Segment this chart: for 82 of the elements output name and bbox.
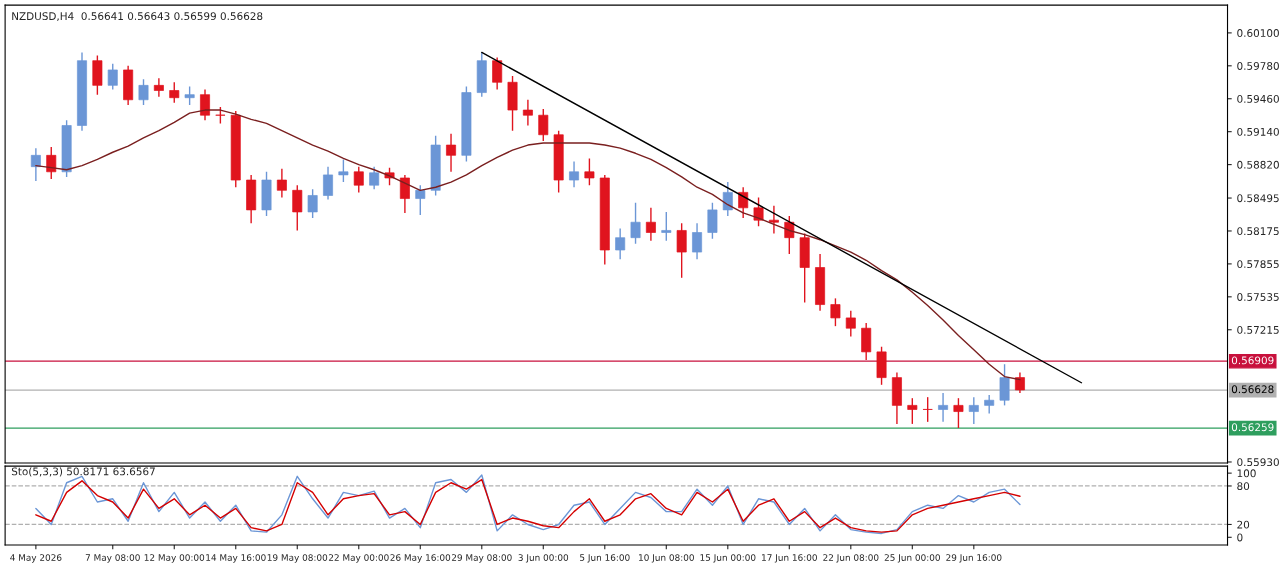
- candlestick: [307, 188, 318, 219]
- candlestick: [784, 215, 795, 255]
- x-tick-label: 22 May 00:00: [328, 554, 389, 563]
- candlestick: [153, 77, 164, 98]
- x-tick-label: 3 Jun 00:00: [518, 554, 569, 563]
- y-tick-label: 0.58175: [1237, 227, 1279, 236]
- text: NZDUSD,H4 0.56641 0.56643 0.56599 0.56628: [12, 12, 263, 22]
- x-tick-label: 12 May 00:00: [144, 554, 205, 563]
- candlestick: [107, 63, 118, 91]
- candlestick: [276, 168, 287, 199]
- chart-title: Sto(5,3,3) 50.8171 63.6567: [11, 467, 155, 477]
- y-tick-label: 80: [1237, 482, 1250, 491]
- ref-line-label: 0.56909: [1231, 356, 1274, 365]
- candlestick: [938, 392, 949, 423]
- candlestick: [753, 196, 764, 228]
- ref-line-label: 0.56259: [1231, 423, 1274, 432]
- candlestick: [645, 207, 656, 242]
- candlestick: [907, 397, 918, 425]
- candlestick: [861, 322, 872, 361]
- x-tick-label: 10 Jun 08:00: [639, 554, 694, 563]
- candlestick: [353, 165, 364, 194]
- x-tick-label: 25 Jun 00:00: [884, 554, 940, 563]
- candlestick: [46, 146, 57, 180]
- y-tick-label: 0.59780: [1237, 62, 1279, 70]
- y-tick-label: 0.57215: [1237, 325, 1279, 334]
- y-tick-label: 0.59460: [1237, 94, 1279, 103]
- candlestick: [707, 201, 718, 240]
- candlestick: [323, 165, 333, 201]
- candlestick: [968, 396, 979, 425]
- candlestick: [922, 396, 933, 423]
- candlestick: [830, 297, 841, 327]
- candlestick: [415, 184, 426, 216]
- y-tick-label: 0.59140: [1237, 127, 1279, 136]
- ref-line-label: 0.56628: [1231, 385, 1274, 394]
- y-tick-label: 0.58495: [1237, 194, 1279, 203]
- x-tick-label: 26 May 16:00: [390, 554, 451, 563]
- x-tick-label: 7 May 08:00: [85, 554, 140, 563]
- y-tick-label: 0.60100: [1237, 29, 1279, 37]
- y-tick-label: 20: [1237, 520, 1250, 529]
- candlestick: [184, 85, 195, 106]
- candlestick: [338, 158, 349, 183]
- y-tick-label: 0.57535: [1237, 293, 1279, 301]
- x-tick-label: 4 May 2026: [10, 554, 62, 563]
- x-tick-label: 5 Jun 16:00: [580, 554, 630, 563]
- candlestick: [768, 205, 779, 235]
- candlestick: [522, 99, 533, 127]
- candlestick: [569, 160, 579, 188]
- candlestick: [845, 310, 856, 338]
- candlestick: [984, 394, 995, 415]
- x-tick-label: 22 Jun 08:00: [823, 554, 879, 563]
- candlestick: [399, 174, 410, 214]
- candlestick: [615, 227, 626, 260]
- x-tick-label: 29 May 08:00: [451, 554, 512, 563]
- candlestick: [676, 222, 687, 279]
- y-tick-label: 0.57855: [1237, 260, 1279, 268]
- x-tick-label: 19 May 08:00: [267, 554, 328, 563]
- candlestick: [1014, 371, 1025, 394]
- candlestick: [138, 78, 149, 106]
- candlestick: [999, 363, 1010, 407]
- candlestick: [661, 211, 672, 242]
- y-tick-label: 100: [1237, 469, 1256, 478]
- y-tick-label: 0: [1237, 533, 1243, 542]
- candlestick: [492, 56, 503, 91]
- x-tick-label: 15 Jun 00:00: [700, 554, 756, 563]
- candlestick: [692, 222, 703, 260]
- candlestick: [292, 184, 303, 232]
- candlestick: [722, 181, 733, 217]
- candlestick: [630, 201, 641, 245]
- candlestick: [169, 81, 180, 104]
- candlestick: [200, 88, 210, 122]
- candlestick: [30, 147, 41, 182]
- candlestick: [584, 157, 595, 186]
- candlestick: [369, 165, 380, 190]
- candlestick: [953, 397, 964, 429]
- y-tick-label: 0.58820: [1237, 160, 1279, 169]
- x-tick-label: 14 May 16:00: [206, 554, 266, 563]
- x-tick-label: 17 Jun 16:00: [762, 554, 817, 563]
- x-tick-label: 29 Jun 16:00: [946, 554, 1002, 563]
- candlestick: [738, 186, 749, 219]
- candlestick: [446, 133, 456, 173]
- y-tick-label: 0.55930: [1237, 458, 1279, 467]
- candlestick: [538, 108, 549, 142]
